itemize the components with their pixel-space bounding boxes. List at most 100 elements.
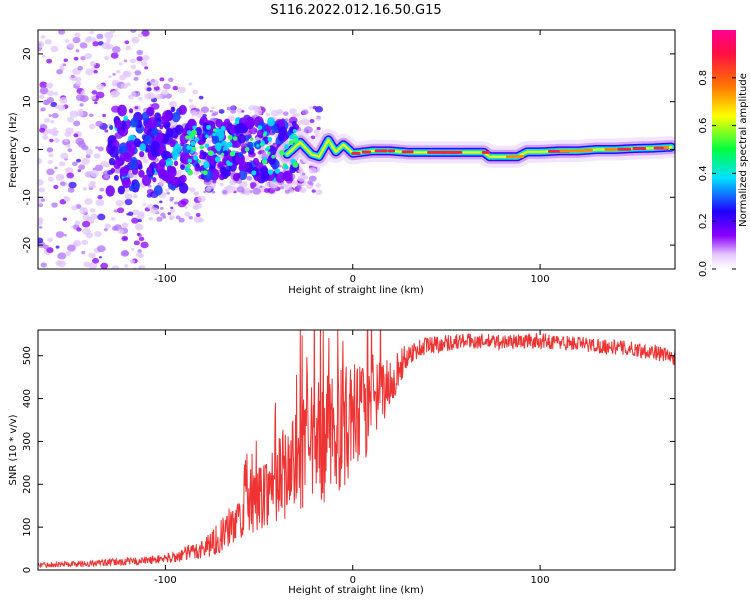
- spectrogram-noise-blob: [259, 185, 263, 189]
- spectrogram-noise-blob: [315, 189, 323, 195]
- spectrogram-noise-blob: [243, 155, 251, 161]
- spectrogram-noise-blob: [39, 81, 48, 89]
- spectrogram-blob: [121, 177, 131, 189]
- spectrogram-blob: [137, 163, 143, 170]
- spectrogram-noise-blob: [88, 35, 92, 39]
- colorbar: 0.0 0.2 0.4 0.6 0.8 Normalized spectral ampl…: [698, 30, 749, 277]
- snr-xlabel: Height of straight line (km): [288, 585, 424, 596]
- spectrogram-noise-blob: [102, 113, 107, 118]
- spectrogram-noise-blob: [38, 225, 43, 229]
- spectrogram-noise-blob: [41, 198, 45, 202]
- snr-ytick-label: 0: [22, 567, 33, 573]
- spectrogram-ylabel: Frequency (Hz): [8, 112, 19, 188]
- spectrogram-blob: [109, 125, 114, 131]
- spectrogram-noise-blob: [124, 40, 130, 45]
- spectrogram-blob: [164, 123, 170, 130]
- spectrogram-noise-blob: [73, 120, 81, 127]
- spectrogram-noise-blob: [316, 126, 321, 131]
- spectrogram-blob: [238, 169, 248, 181]
- spectrogram-blob: [172, 176, 180, 185]
- spectrogram-blob: [164, 157, 174, 169]
- spectrogram-noise-blob: [79, 103, 84, 107]
- spectrogram-noise-blob: [94, 164, 104, 172]
- spectrogram-noise-blob: [53, 138, 60, 143]
- spectrogram-noise-blob: [73, 133, 79, 138]
- spectrogram-blob: [195, 137, 200, 143]
- spectrogram-speckle: [257, 125, 263, 130]
- spectrogram-noise-blob: [297, 175, 306, 182]
- spectrogram-noise-blob: [76, 227, 82, 232]
- spectrogram-speckle: [216, 147, 221, 152]
- spectrogram-noise-blob: [136, 56, 143, 62]
- spectrogram-noise-blob: [123, 264, 129, 268]
- spectrogram-noise-blob: [301, 172, 306, 176]
- spectrogram-noise-blob: [85, 148, 94, 156]
- spectrogram-noise-blob: [57, 104, 66, 111]
- spectrogram-noise-blob: [78, 108, 84, 113]
- spectrogram-noise-blob: [130, 30, 137, 33]
- spectrogram-noise-blob: [188, 82, 193, 86]
- spectrogram-noise-blob: [62, 217, 68, 221]
- spectrogram-noise-blob: [49, 138, 54, 143]
- spectrogram-noise-blob: [50, 120, 55, 124]
- spectrogram-noise-blob: [91, 90, 98, 95]
- spectrogram-noise-blob: [55, 245, 60, 249]
- spectrogram-noise-blob: [132, 194, 138, 199]
- spectrogram-noise-blob: [58, 161, 66, 167]
- spectrogram-speckle: [204, 134, 209, 139]
- spectrogram-noise-blob: [308, 167, 317, 174]
- spectrogram-noise-blob: [140, 60, 148, 67]
- colorbar-gradient: [712, 30, 736, 269]
- spectrogram-noise-blob: [130, 247, 135, 251]
- spectrogram-blob: [117, 104, 127, 117]
- spectrogram-noise-blob: [75, 49, 80, 53]
- spectrogram-speckle: [227, 135, 233, 140]
- spectrogram-noise-blob: [263, 188, 270, 193]
- spectrogram-noise-blob: [156, 216, 163, 222]
- snr-frame: [37, 329, 676, 571]
- chart-title: S116.2022.012.16.50.G15: [270, 3, 441, 18]
- spectrogram-noise-blob: [85, 154, 91, 159]
- spectrogram-noise-blob: [53, 184, 59, 190]
- spectrogram-noise-blob: [218, 109, 225, 114]
- spectrogram-noise-blob: [219, 182, 224, 187]
- spectrogram-noise-blob: [137, 33, 144, 38]
- spectrogram-speckle: [187, 169, 193, 176]
- spectrogram-speckle: [215, 127, 220, 133]
- spectrogram-blob: [138, 169, 145, 178]
- spectrogram-blob: [170, 127, 179, 139]
- spectrogram-noise-blob: [121, 235, 129, 242]
- spectrogram-blob: [110, 167, 116, 174]
- spectrogram-ytick-label: 0: [22, 146, 33, 152]
- spectrogram-blob: [222, 172, 229, 180]
- spectrogram-speckle: [260, 142, 264, 146]
- spectrogram-noise-blob: [88, 262, 98, 269]
- spectrogram-speckle: [288, 140, 294, 146]
- spectrogram-noise-blob: [96, 91, 105, 99]
- spectrogram-noise-blob: [309, 181, 314, 186]
- snr-ytick-label: 200: [22, 475, 33, 494]
- spectrogram-noise-blob: [168, 101, 177, 108]
- spectrogram-noise-blob: [166, 191, 170, 195]
- spectrogram-noise-blob: [47, 237, 54, 243]
- spectrogram-noise-blob: [110, 90, 119, 98]
- spectrogram-heatmap: [38, 30, 675, 269]
- spectrogram-noise-blob: [130, 91, 137, 97]
- spectrogram-noise-blob: [38, 157, 43, 165]
- spectrogram-speckle: [191, 146, 196, 151]
- spectrogram-speckle: [214, 156, 221, 163]
- spectrogram-blob: [152, 177, 157, 183]
- spectrogram-blob: [211, 135, 220, 145]
- spectrogram-noise-blob: [64, 139, 68, 143]
- spectrogram-speckle: [186, 130, 192, 136]
- spectrogram-noise-blob: [134, 70, 142, 76]
- spectrogram-noise-blob: [147, 92, 156, 100]
- spectrogram-xlabel: Height of straight line (km): [288, 285, 424, 296]
- spectrogram-noise-blob: [81, 158, 90, 165]
- spectrogram-blob: [245, 116, 255, 129]
- spectrogram-noise-blob: [81, 239, 89, 246]
- spectrogram-noise-blob: [142, 203, 147, 206]
- spectrogram-noise-blob: [129, 259, 136, 264]
- spectrogram-speckle: [225, 160, 231, 165]
- spectrogram-speckle: [226, 141, 233, 148]
